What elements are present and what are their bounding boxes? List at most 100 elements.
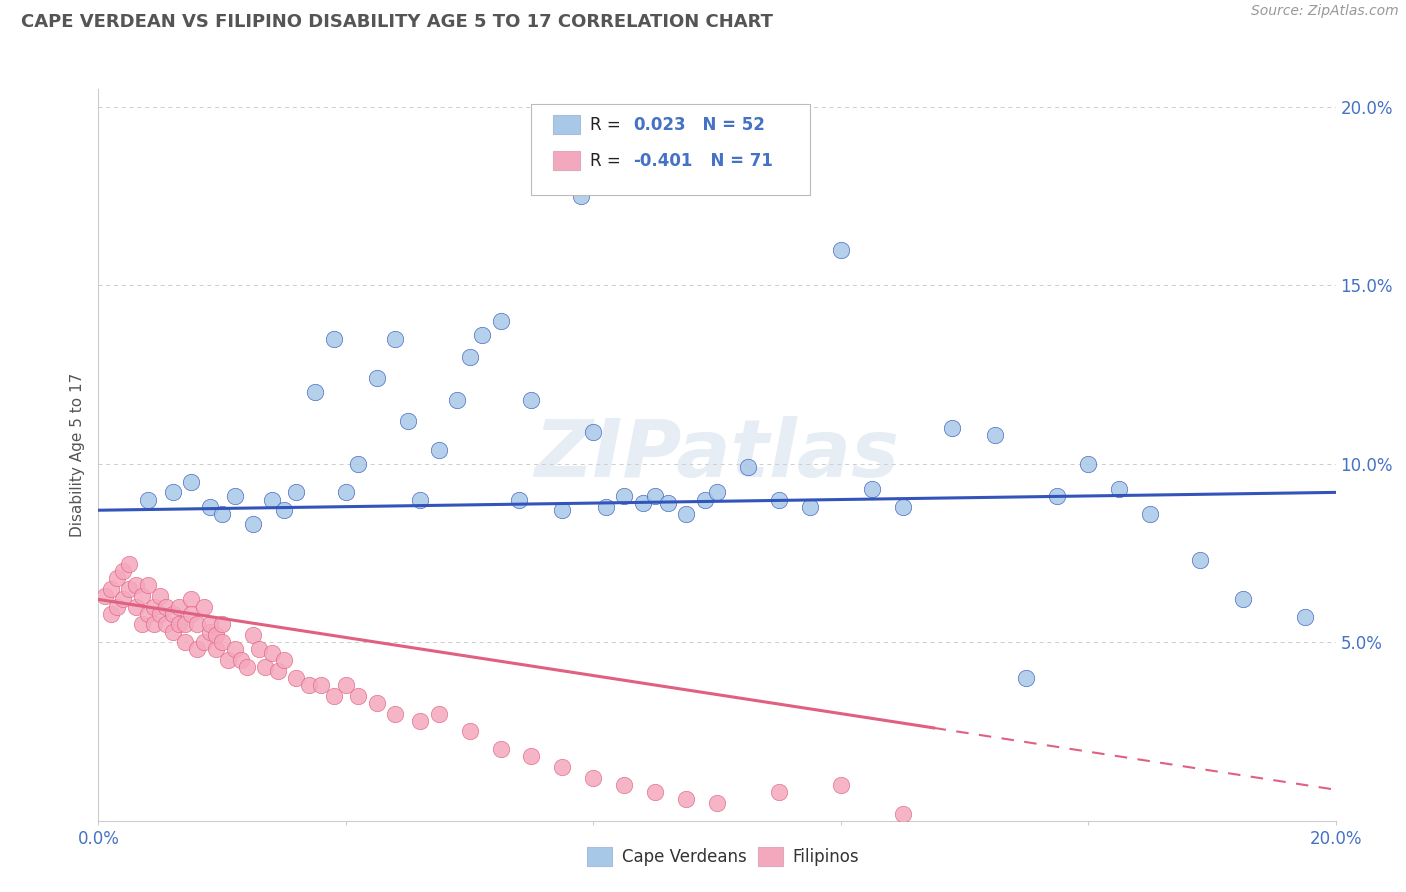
- Point: [830, 243, 852, 257]
- Point: [799, 500, 821, 514]
- Point: [613, 489, 636, 503]
- Point: [613, 778, 636, 792]
- Point: [267, 664, 290, 678]
- Bar: [588, 847, 612, 866]
- Point: [471, 328, 494, 343]
- Point: [205, 628, 228, 642]
- Point: [193, 635, 215, 649]
- Text: Cape Verdeans: Cape Verdeans: [621, 848, 747, 866]
- Point: [446, 392, 468, 407]
- Point: [984, 428, 1007, 442]
- Point: [322, 332, 344, 346]
- Y-axis label: Disability Age 5 to 17: Disability Age 5 to 17: [70, 373, 86, 537]
- Point: [205, 642, 228, 657]
- Point: [830, 778, 852, 792]
- Point: [198, 617, 221, 632]
- Point: [458, 724, 481, 739]
- Point: [136, 607, 159, 621]
- Point: [1108, 482, 1130, 496]
- Point: [644, 489, 666, 503]
- Point: [675, 507, 697, 521]
- Point: [162, 607, 184, 621]
- Point: [520, 392, 543, 407]
- Point: [229, 653, 252, 667]
- Point: [174, 617, 197, 632]
- Point: [384, 706, 406, 721]
- Text: 0.023: 0.023: [633, 116, 686, 134]
- Point: [247, 642, 270, 657]
- FancyBboxPatch shape: [531, 103, 810, 195]
- Point: [273, 503, 295, 517]
- Point: [693, 492, 716, 507]
- Point: [551, 760, 574, 774]
- Point: [186, 617, 208, 632]
- Point: [1015, 671, 1038, 685]
- Point: [180, 592, 202, 607]
- Point: [520, 749, 543, 764]
- Point: [211, 635, 233, 649]
- Point: [631, 496, 654, 510]
- Point: [155, 617, 177, 632]
- Point: [347, 457, 370, 471]
- Point: [1077, 457, 1099, 471]
- Point: [1046, 489, 1069, 503]
- Text: R =: R =: [589, 116, 626, 134]
- Point: [180, 475, 202, 489]
- Point: [198, 500, 221, 514]
- Point: [124, 578, 146, 592]
- Point: [427, 442, 450, 457]
- Point: [941, 421, 963, 435]
- Point: [489, 742, 512, 756]
- Point: [569, 189, 592, 203]
- Point: [174, 635, 197, 649]
- Point: [675, 792, 697, 806]
- Bar: [758, 847, 783, 866]
- Point: [891, 500, 914, 514]
- Text: ZIPatlas: ZIPatlas: [534, 416, 900, 494]
- Point: [768, 785, 790, 799]
- Point: [143, 617, 166, 632]
- Point: [118, 582, 141, 596]
- Point: [1294, 610, 1316, 624]
- Point: [186, 642, 208, 657]
- Point: [285, 671, 308, 685]
- Point: [260, 492, 283, 507]
- Point: [236, 660, 259, 674]
- Point: [112, 592, 135, 607]
- Point: [167, 617, 190, 632]
- Text: Source: ZipAtlas.com: Source: ZipAtlas.com: [1251, 4, 1399, 19]
- Point: [489, 314, 512, 328]
- Point: [582, 425, 605, 439]
- Point: [335, 485, 357, 500]
- Point: [551, 503, 574, 517]
- Point: [193, 599, 215, 614]
- Point: [198, 624, 221, 639]
- Point: [657, 496, 679, 510]
- Point: [366, 371, 388, 385]
- Point: [396, 414, 419, 428]
- Bar: [553, 115, 579, 134]
- Point: [508, 492, 530, 507]
- Point: [254, 660, 277, 674]
- Point: [860, 482, 883, 496]
- Point: [211, 507, 233, 521]
- Point: [217, 653, 239, 667]
- Point: [167, 599, 190, 614]
- Text: Filipinos: Filipinos: [793, 848, 859, 866]
- Point: [118, 557, 141, 571]
- Point: [224, 642, 246, 657]
- Point: [304, 385, 326, 400]
- Point: [242, 628, 264, 642]
- Point: [93, 589, 115, 603]
- Point: [211, 617, 233, 632]
- Text: N = 52: N = 52: [692, 116, 765, 134]
- Point: [409, 492, 432, 507]
- Point: [1139, 507, 1161, 521]
- Point: [335, 678, 357, 692]
- Point: [143, 599, 166, 614]
- Point: [1232, 592, 1254, 607]
- Bar: [553, 151, 579, 169]
- Point: [384, 332, 406, 346]
- Point: [322, 689, 344, 703]
- Text: N = 71: N = 71: [699, 152, 772, 169]
